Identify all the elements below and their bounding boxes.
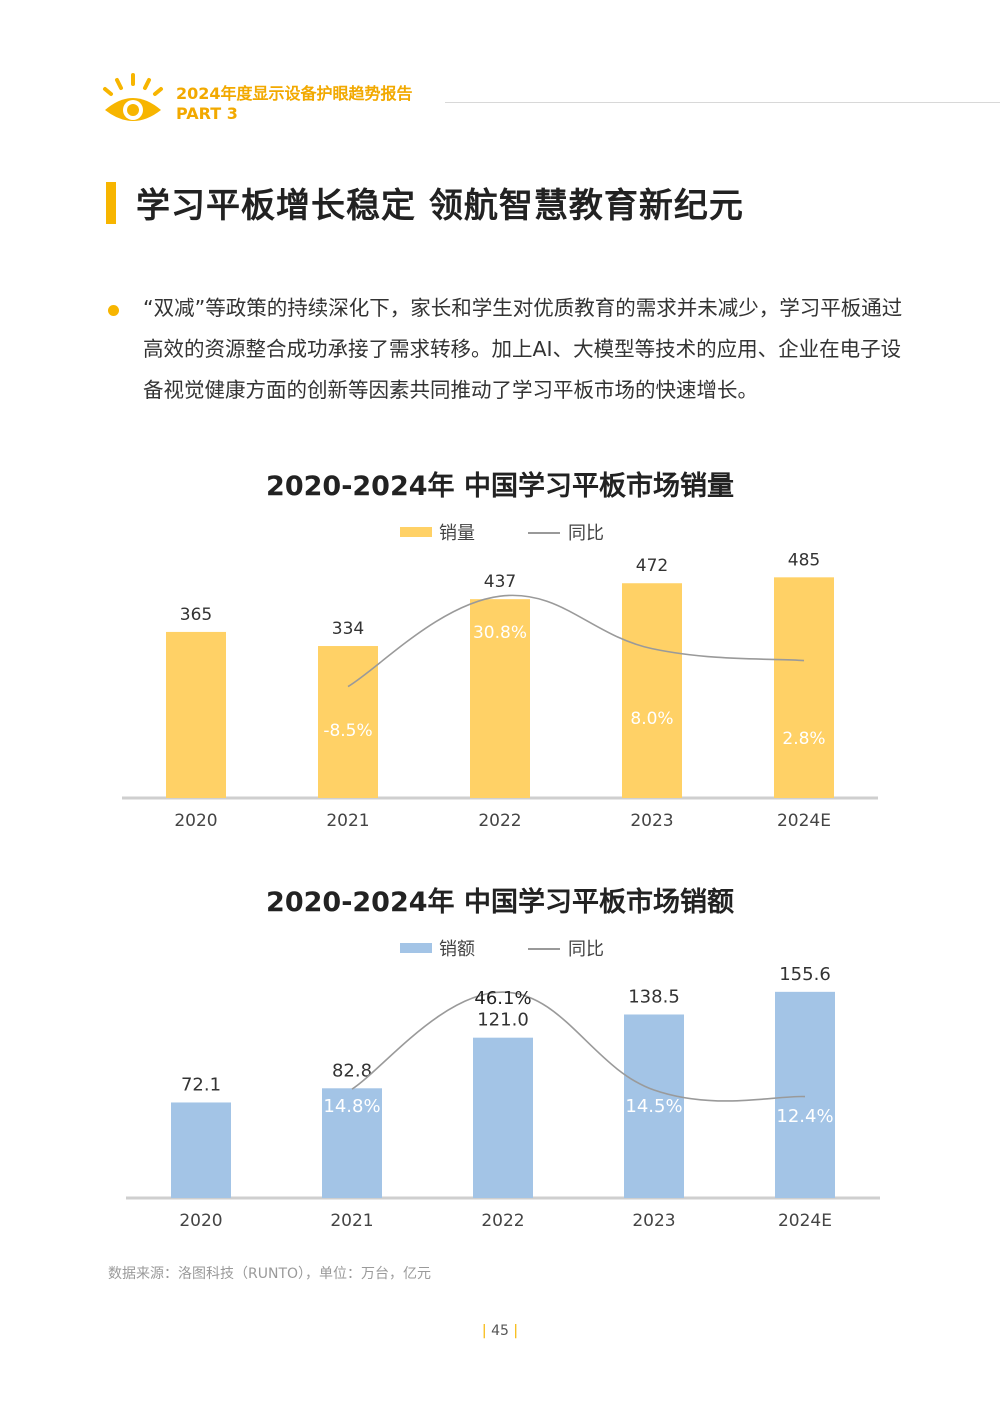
yoy-line: [351, 991, 806, 1102]
chart1-plot: 365 334 437 472 485 2020 2021 2022 2023 2024E -8.5…: [122, 550, 878, 831]
x-tick-label: 2023: [632, 1211, 675, 1231]
chart1-title: 2020-2024年 中国学习平板市场销量: [266, 471, 734, 502]
bar-value-label: 121.0: [477, 1010, 529, 1031]
bar-2020: [171, 1102, 231, 1198]
x-tick-label: 2021: [326, 811, 369, 831]
bar-2023: [624, 1014, 684, 1198]
x-tick-label: 2024E: [778, 1211, 832, 1231]
part-label: PART 3: [176, 104, 238, 123]
report-title: 2024年度显示设备护眼趋势报告: [176, 84, 413, 103]
bar-2022: [470, 599, 530, 798]
body-paragraph: “双减”等政策的持续深化下，家长和学生对优质教育的需求并未减少，学习平板通过高效…: [143, 296, 903, 402]
bar-2020: [166, 631, 226, 798]
x-tick-label: 2022: [481, 1211, 524, 1231]
yoy-line: [347, 594, 805, 688]
chart2-title: 2020-2024年 中国学习平板市场销额: [266, 887, 734, 918]
yoy-label: 12.4%: [776, 1106, 833, 1127]
bar-2023: [622, 583, 682, 798]
title-accent-bar: [106, 182, 116, 224]
yoy-label: 14.5%: [625, 1096, 682, 1117]
bullet-dot: [108, 305, 119, 316]
bar-2024E: [774, 577, 834, 798]
chart1-legend: 销量 同比: [0, 519, 1000, 549]
bar-value-label: 365: [180, 605, 212, 625]
chart1-legend-bar-swatch: [400, 527, 432, 537]
bar-2024E: [775, 991, 835, 1198]
bar-value-label: 485: [788, 550, 820, 570]
yoy-label: 8.0%: [630, 709, 673, 729]
x-tick-label: 2024E: [777, 811, 831, 831]
page-number: | 45 |: [481, 1323, 519, 1339]
yoy-label: -8.5%: [323, 721, 372, 741]
yoy-label: 2.8%: [782, 729, 825, 749]
chart2-plot: 72.1 82.8 121.0 138.5 155.6 2020 2021 2022 2023 2…: [126, 964, 880, 1231]
chart2-legend-bar-swatch: [400, 943, 432, 953]
chart2-legend-line-swatch: [528, 948, 560, 950]
yoy-label: 30.8%: [473, 623, 527, 643]
x-tick-label: 2023: [630, 811, 673, 831]
bar-value-label: 334: [332, 619, 364, 639]
section-title: 学习平板增长稳定 领航智慧教育新纪元: [136, 186, 744, 226]
bar-value-label: 138.5: [628, 986, 680, 1007]
chart2-legend: 销额 同比: [0, 935, 1000, 965]
chart2-legend-line-label: 同比: [568, 939, 604, 960]
chart1-legend-line-swatch: [528, 532, 560, 534]
chart1-legend-line-label: 同比: [568, 523, 604, 544]
yoy-label: 14.8%: [323, 1096, 380, 1117]
bar-value-label: 72.1: [181, 1074, 221, 1095]
x-tick-label: 2020: [179, 1211, 222, 1231]
chart2-legend-bar-label: 销额: [439, 939, 475, 960]
yoy-label: 46.1%: [474, 988, 531, 1009]
x-tick-label: 2022: [478, 811, 521, 831]
x-tick-label: 2021: [330, 1211, 373, 1231]
bar-value-label: 437: [484, 572, 516, 592]
page-number-value: 45: [491, 1323, 509, 1339]
bar-value-label: 155.6: [779, 964, 831, 985]
eye-logo-icon: [103, 73, 163, 121]
bar-value-label: 82.8: [332, 1060, 372, 1081]
x-tick-label: 2020: [174, 811, 217, 831]
data-source-note: 数据来源：洛图科技（RUNTO），单位：万台，亿元: [108, 1266, 432, 1282]
bar-value-label: 472: [636, 556, 668, 576]
chart1-legend-bar-label: 销量: [439, 523, 475, 544]
page-header: 2024年度显示设备护眼趋势报告 PART 3: [100, 72, 1000, 132]
bar-2021: [322, 1088, 382, 1198]
report-title-block: 2024年度显示设备护眼趋势报告 PART 3: [176, 84, 413, 124]
header-divider: [445, 102, 1000, 103]
bar-2022: [473, 1037, 533, 1198]
